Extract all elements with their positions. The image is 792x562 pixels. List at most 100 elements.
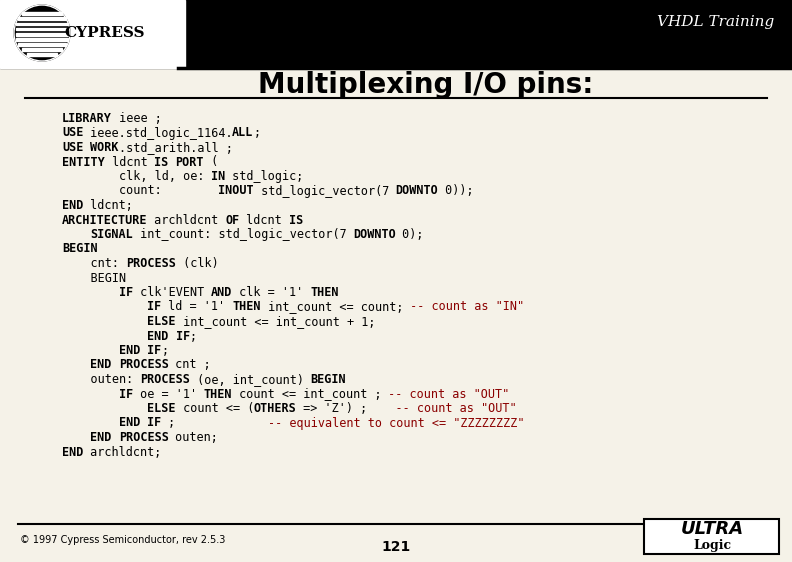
Bar <box>18 43 66 46</box>
Bar <box>17 22 67 25</box>
Text: ALL: ALL <box>232 126 253 139</box>
Text: (: ( <box>204 156 218 169</box>
Text: ldcnt;: ldcnt; <box>83 199 133 212</box>
Text: BEGIN: BEGIN <box>62 242 97 256</box>
Text: IF: IF <box>119 388 133 401</box>
Text: INOUT: INOUT <box>218 184 253 197</box>
Text: PROCESS: PROCESS <box>119 359 169 371</box>
Text: ;: ; <box>162 416 268 429</box>
Text: PROCESS: PROCESS <box>126 257 176 270</box>
Text: ieee ;: ieee ; <box>112 112 162 125</box>
Text: ldcnt: ldcnt <box>105 156 154 169</box>
Text: (clk): (clk) <box>176 257 219 270</box>
Text: ;: ; <box>253 126 261 139</box>
Text: OTHERS: OTHERS <box>253 402 296 415</box>
Bar <box>17 38 67 40</box>
Text: IF: IF <box>176 329 190 342</box>
Text: AND: AND <box>211 286 232 299</box>
Text: WORK: WORK <box>90 141 119 154</box>
Text: std_logic_vector(7: std_logic_vector(7 <box>253 184 396 197</box>
Text: IN: IN <box>211 170 225 183</box>
Text: USE: USE <box>62 141 83 154</box>
Text: IF: IF <box>147 344 162 357</box>
Text: LIBRARY: LIBRARY <box>62 112 112 125</box>
Bar <box>27 53 57 56</box>
Text: outen:: outen: <box>62 373 140 386</box>
Text: ELSE: ELSE <box>147 402 176 415</box>
Text: THEN: THEN <box>310 286 339 299</box>
Circle shape <box>14 5 70 61</box>
Bar <box>0 0 178 65</box>
Text: ULTRA: ULTRA <box>680 520 744 538</box>
Text: cnt:: cnt: <box>62 257 126 270</box>
Text: oe = '1': oe = '1' <box>133 388 204 401</box>
Bar <box>21 48 63 51</box>
Text: PROCESS: PROCESS <box>119 431 169 444</box>
Text: (oe, int_count): (oe, int_count) <box>190 373 310 386</box>
Text: count:: count: <box>62 184 219 197</box>
Text: BEGIN: BEGIN <box>62 271 126 284</box>
Text: ;: ; <box>162 344 169 357</box>
Text: ENTITY: ENTITY <box>62 156 105 169</box>
Text: 0));: 0)); <box>438 184 474 197</box>
Text: ;: ; <box>190 329 197 342</box>
Text: DOWNTO: DOWNTO <box>353 228 396 241</box>
Text: outen;: outen; <box>169 431 219 444</box>
Text: -- equivalent to count <= "ZZZZZZZZ": -- equivalent to count <= "ZZZZZZZZ" <box>268 416 524 429</box>
Text: archldcnt;: archldcnt; <box>83 446 162 459</box>
Text: ELSE: ELSE <box>147 315 176 328</box>
Text: Multiplexing I/O pins:: Multiplexing I/O pins: <box>258 71 594 99</box>
Text: ld = '1': ld = '1' <box>162 301 233 314</box>
Text: END: END <box>119 416 140 429</box>
Text: THEN: THEN <box>232 301 261 314</box>
Text: count <= int_count ;: count <= int_count ; <box>232 388 382 401</box>
Text: © 1997 Cypress Semiconductor, rev 2.5.3: © 1997 Cypress Semiconductor, rev 2.5.3 <box>20 535 226 545</box>
Text: END: END <box>62 446 83 459</box>
Text: clk, ld, oe:: clk, ld, oe: <box>62 170 211 183</box>
Text: IF: IF <box>147 301 162 314</box>
Text: count <= (: count <= ( <box>176 402 254 415</box>
Text: SIGNAL: SIGNAL <box>90 228 133 241</box>
Text: VHDL Training: VHDL Training <box>657 15 774 29</box>
Text: -- count as "OUT": -- count as "OUT" <box>381 388 509 401</box>
Text: DOWNTO: DOWNTO <box>395 184 438 197</box>
Text: .std_arith.all ;: .std_arith.all ; <box>119 141 233 154</box>
Bar <box>644 519 779 554</box>
Text: THEN: THEN <box>204 388 232 401</box>
Text: 121: 121 <box>382 540 410 554</box>
Text: BEGIN: BEGIN <box>310 373 346 386</box>
Text: std_logic;: std_logic; <box>225 170 303 183</box>
Text: clk = '1': clk = '1' <box>232 286 310 299</box>
Bar <box>16 28 68 30</box>
Text: int_count <= int_count + 1;: int_count <= int_count + 1; <box>176 315 375 328</box>
Text: => 'Z') ;: => 'Z') ; <box>296 402 367 415</box>
Text: END: END <box>119 344 140 357</box>
Text: IF: IF <box>119 286 133 299</box>
Text: END: END <box>90 431 112 444</box>
Text: PROCESS: PROCESS <box>140 373 190 386</box>
Text: ARCHITECTURE: ARCHITECTURE <box>62 214 147 226</box>
Text: ldcnt: ldcnt <box>239 214 289 226</box>
Text: IS: IS <box>289 214 303 226</box>
Text: 0);: 0); <box>395 228 424 241</box>
Bar <box>18 17 66 20</box>
Text: CYPRESS: CYPRESS <box>65 26 145 40</box>
Text: END: END <box>90 359 112 371</box>
Text: archldcnt: archldcnt <box>147 214 226 226</box>
Bar <box>0 0 792 68</box>
Text: OF: OF <box>225 214 239 226</box>
Text: END: END <box>62 199 83 212</box>
Text: IS: IS <box>154 156 169 169</box>
Bar <box>21 12 63 15</box>
Bar <box>16 33 68 35</box>
Text: IF: IF <box>147 416 162 429</box>
Text: cnt ;: cnt ; <box>169 359 211 371</box>
Text: -- count as "OUT": -- count as "OUT" <box>367 402 516 415</box>
Text: int_count: std_logic_vector(7: int_count: std_logic_vector(7 <box>133 228 354 241</box>
Text: Logic: Logic <box>693 538 731 551</box>
Bar <box>0 0 185 68</box>
Text: -- count as "IN": -- count as "IN" <box>402 301 524 314</box>
Text: clk'EVENT: clk'EVENT <box>133 286 211 299</box>
Text: int_count <= count;: int_count <= count; <box>261 301 403 314</box>
Text: ieee.std_logic_1164.: ieee.std_logic_1164. <box>83 126 233 139</box>
